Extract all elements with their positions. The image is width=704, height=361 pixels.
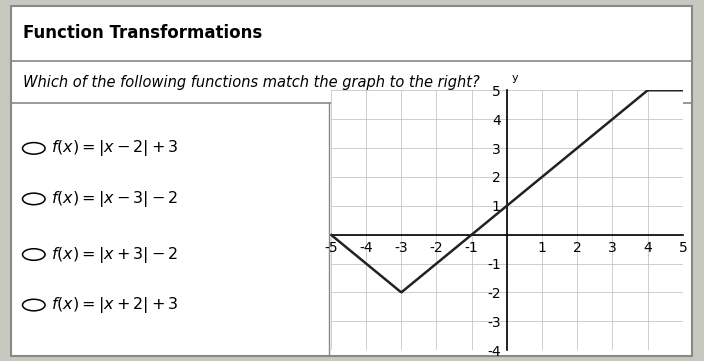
Text: $f(x) = |x - 2| + 3$: $f(x) = |x - 2| + 3$ (51, 138, 178, 158)
Text: $f(x) = |x + 3| - 2$: $f(x) = |x + 3| - 2$ (51, 244, 178, 265)
Text: Which of the following functions match the graph to the right?: Which of the following functions match t… (23, 75, 479, 90)
Text: $f(x) = |x + 2| + 3$: $f(x) = |x + 2| + 3$ (51, 295, 178, 315)
Text: Function Transformations: Function Transformations (23, 25, 262, 42)
Text: $f(x) = |x - 3| - 2$: $f(x) = |x - 3| - 2$ (51, 189, 178, 209)
Text: y: y (512, 73, 519, 83)
FancyBboxPatch shape (11, 6, 692, 356)
